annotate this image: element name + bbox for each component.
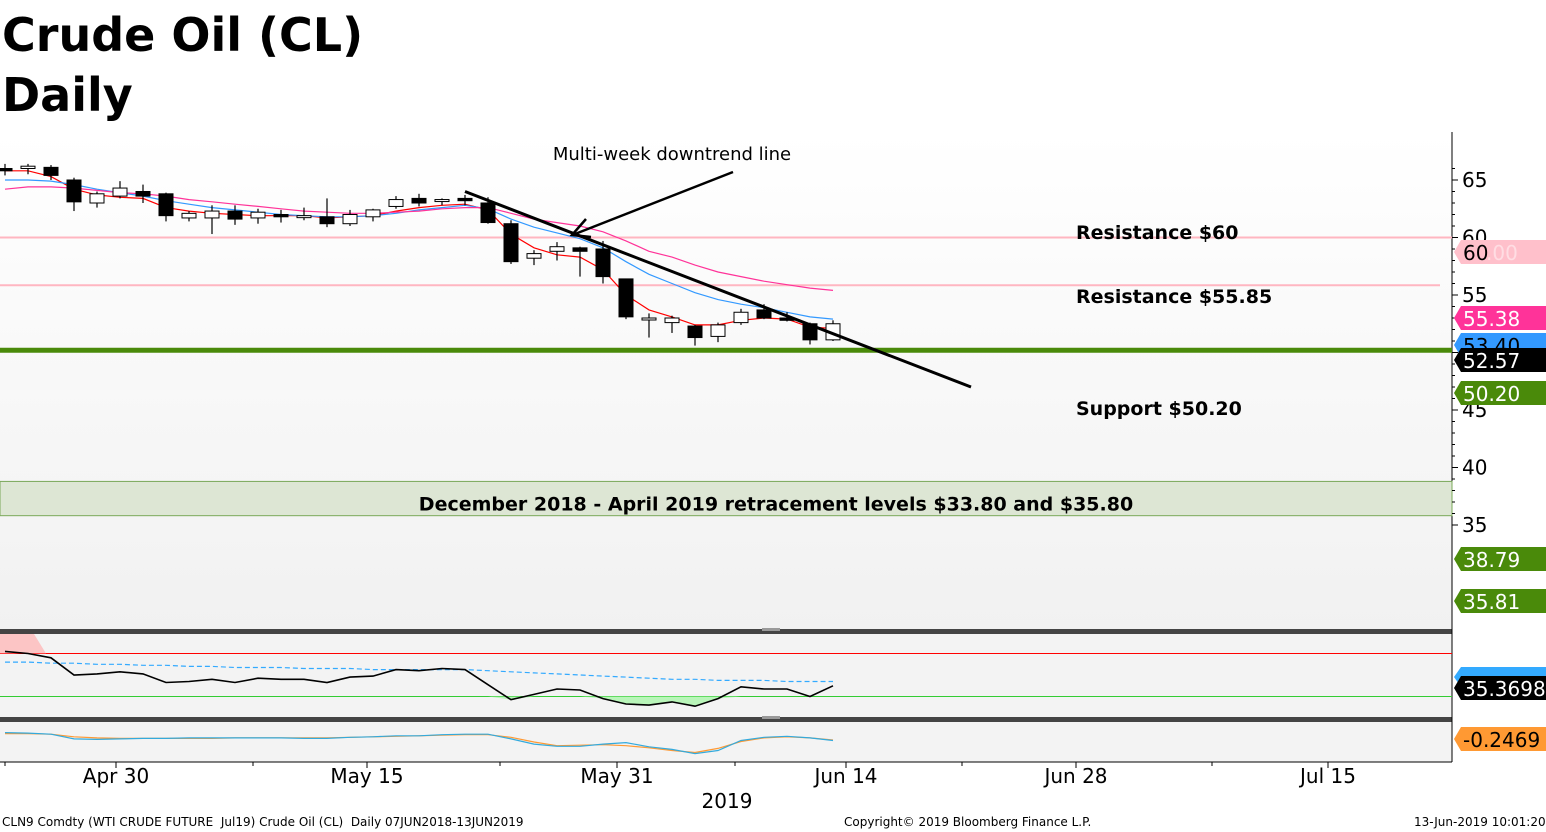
rsi-line	[4, 650, 834, 708]
candle-down	[0, 168, 13, 172]
candle-down	[687, 325, 703, 339]
candle-down	[273, 214, 289, 218]
candle-down	[595, 248, 611, 278]
support-badge	[1454, 381, 1546, 405]
annotation-arrowhead	[569, 218, 592, 239]
y-tick-label: 55	[1462, 283, 1487, 307]
candle-up	[664, 317, 680, 324]
candle-down	[480, 202, 496, 224]
retracement-zone-label: December 2018 - April 2019 retracement l…	[419, 493, 1133, 515]
candle-up	[296, 215, 312, 219]
x-tick-label: May 31	[580, 764, 653, 788]
panel-divider-rsi	[0, 629, 1452, 634]
divider-handle	[762, 628, 780, 631]
candle-up	[181, 212, 197, 219]
candle-down	[158, 193, 174, 217]
candle-up	[112, 187, 128, 197]
rsi-overbought-fill	[0, 634, 46, 654]
main-panel-background	[0, 132, 1452, 630]
candle-down	[503, 223, 519, 263]
x-tick-label: Apr 30	[83, 764, 149, 788]
candle-up	[250, 211, 266, 219]
zone-bottom-badge	[1454, 589, 1546, 613]
rsi-badge-text: 35.3698	[1463, 677, 1546, 701]
candle-up	[526, 253, 542, 259]
zone-bottom-badge-text: 35.81	[1463, 590, 1520, 614]
candle-up	[641, 317, 657, 321]
rsi-badge	[1454, 676, 1546, 700]
resistance-5585-label: Resistance $55.85	[1076, 286, 1272, 308]
resistance-60-badge-text: 60	[1463, 241, 1488, 265]
candle-up	[549, 246, 565, 252]
footer-timestamp: 13-Jun-2019 10:01:20	[1414, 815, 1546, 829]
candle-up	[89, 193, 105, 204]
candle-down	[618, 278, 634, 318]
candle-up	[388, 199, 404, 207]
rsi-panel-background	[0, 632, 1452, 718]
downtrend-line	[464, 190, 972, 389]
zone-top-badge-text: 38.79	[1463, 548, 1520, 572]
retracement-zone	[0, 480, 1453, 517]
support-badge-text: 50.20	[1463, 382, 1520, 406]
candle-down	[43, 166, 59, 176]
candle-up	[20, 165, 36, 169]
candle-up	[733, 311, 749, 324]
macd-line	[4, 732, 834, 755]
footer-security-info: CLN9 Comdty (WTI CRUDE FUTURE Jul19) Cru…	[2, 815, 524, 829]
resistance-60-badge-ghost: .00	[1486, 241, 1518, 265]
candle-down	[756, 309, 772, 319]
divider-handle	[762, 716, 780, 719]
chart-title: Crude Oil (CL)	[2, 8, 364, 62]
candle-down	[227, 210, 243, 220]
candle-down	[135, 191, 151, 197]
y-tick-label: 40	[1462, 456, 1487, 480]
candle-up	[710, 324, 726, 337]
candle-up	[434, 199, 450, 203]
resistance-60-badge	[1454, 240, 1546, 264]
candle-up	[342, 214, 358, 225]
macd-badge	[1454, 727, 1546, 751]
y-tick-label: 35	[1462, 513, 1487, 537]
footer-copyright: Copyright© 2019 Bloomberg Finance L.P.	[844, 815, 1092, 829]
x-tick-label: May 15	[330, 764, 403, 788]
macd-badge-text: -0.2469	[1463, 728, 1540, 752]
y-tick-label: 65	[1462, 168, 1487, 192]
last-price-badge	[1454, 348, 1546, 372]
x-tick-label: Jun 28	[1042, 764, 1107, 788]
panel-divider-macd	[0, 717, 1452, 722]
downtrend-annotation-label: Multi-week downtrend line	[553, 144, 791, 165]
candle-down	[66, 179, 82, 203]
annotation-arrow	[574, 170, 734, 236]
candle-down	[319, 216, 335, 225]
macd-panel-background	[0, 720, 1452, 762]
candle-down	[457, 197, 473, 202]
zone-top-badge	[1454, 547, 1546, 571]
rsi-signal-line	[5, 661, 833, 683]
sma-slow-badge-text: 55.38	[1463, 307, 1520, 331]
last-price-badge-text: 52.57	[1463, 349, 1520, 373]
x-tick-label: Jul 15	[1298, 764, 1356, 788]
sma-slow-badge	[1454, 306, 1546, 330]
x-axis-year-label: 2019	[702, 789, 753, 813]
candle-down	[411, 197, 427, 204]
candle-up	[365, 209, 381, 218]
candle-up	[204, 210, 220, 219]
x-tick-label: Jun 14	[812, 764, 877, 788]
support-label: Support $50.20	[1076, 398, 1242, 420]
resistance-60-label: Resistance $60	[1076, 222, 1239, 244]
rsi-oversold-fill	[488, 696, 741, 707]
chart-subtitle: Daily	[2, 68, 133, 122]
candle-down	[572, 247, 588, 252]
